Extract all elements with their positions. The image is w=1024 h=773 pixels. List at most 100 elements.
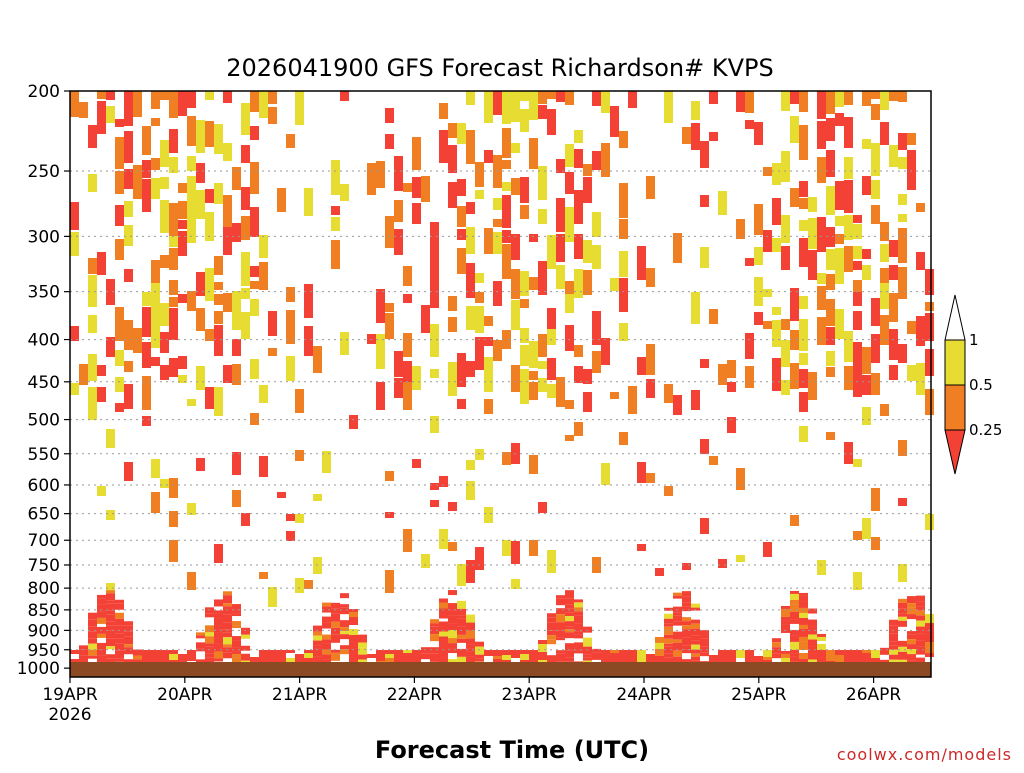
ri-cell <box>475 654 484 659</box>
legend-bin-low <box>944 429 966 475</box>
ri-cell <box>844 246 853 272</box>
ri-cell <box>322 606 331 613</box>
ri-cell <box>232 651 241 655</box>
ri-cell <box>214 618 223 626</box>
ri-cell <box>673 642 682 651</box>
ri-cell <box>826 91 835 114</box>
ri-cell <box>871 658 880 661</box>
ri-cell <box>304 188 313 216</box>
ri-cell <box>205 657 214 665</box>
ri-cell <box>889 265 898 280</box>
ri-cell <box>781 624 790 633</box>
ri-cell <box>214 625 223 630</box>
ri-cell <box>682 591 691 597</box>
ri-cell <box>880 404 889 416</box>
ri-cell <box>574 650 583 654</box>
ri-cell <box>268 348 277 356</box>
ri-cell <box>160 303 169 326</box>
ri-cell <box>889 625 898 634</box>
ri-cell <box>475 646 484 655</box>
ri-cell <box>448 603 457 611</box>
ri-cell <box>214 183 223 204</box>
ri-cell <box>241 627 250 635</box>
ri-cell <box>727 382 736 392</box>
ri-cell <box>475 306 484 333</box>
ri-cell <box>565 281 574 294</box>
ri-cell <box>232 636 241 641</box>
ri-cell <box>358 647 367 655</box>
ri-cell <box>889 293 898 322</box>
ri-cell <box>178 220 187 229</box>
ri-cell <box>295 450 304 461</box>
ri-cell <box>574 611 583 616</box>
ri-cell <box>88 626 97 632</box>
ri-cell <box>556 198 565 232</box>
ri-cell <box>331 613 340 622</box>
ri-cell <box>673 612 682 616</box>
ri-cell <box>709 132 718 141</box>
ri-cell <box>448 623 457 631</box>
ri-cell <box>133 328 142 353</box>
ri-cell <box>151 283 160 316</box>
ri-cell <box>691 640 700 645</box>
ri-cell <box>772 358 781 391</box>
ri-cell <box>439 598 448 603</box>
ri-cell <box>844 442 853 464</box>
ri-cell <box>529 277 538 290</box>
ri-cell <box>889 641 898 646</box>
ri-cell <box>178 356 187 369</box>
ri-cell <box>412 137 421 170</box>
ri-cell <box>88 638 97 644</box>
ri-cell <box>691 628 700 636</box>
ri-cell <box>556 91 565 102</box>
plot-frame <box>69 90 932 678</box>
ri-cell <box>898 194 907 205</box>
ri-cell <box>178 375 187 383</box>
ri-cell <box>691 644 700 650</box>
ri-cell <box>889 649 898 655</box>
ri-cell <box>556 650 565 654</box>
ri-cell <box>322 643 331 650</box>
ri-cell <box>169 308 178 340</box>
ri-cell <box>556 614 565 623</box>
ri-cell <box>115 638 124 644</box>
ri-cell <box>817 649 826 658</box>
ri-cell <box>808 646 817 654</box>
ri-cell <box>664 638 673 644</box>
ri-cell <box>448 317 457 332</box>
ri-cell <box>727 650 736 656</box>
ri-cell <box>592 351 601 373</box>
ri-cell <box>736 219 745 239</box>
ri-cell <box>772 642 781 648</box>
ri-cell <box>826 367 835 377</box>
ri-cell <box>151 492 160 513</box>
ri-cell <box>862 407 871 425</box>
ri-cell <box>169 157 178 173</box>
ri-cell <box>232 452 241 475</box>
ri-cell <box>889 619 898 626</box>
ri-cell <box>142 160 151 178</box>
ri-cell <box>691 619 700 624</box>
ri-cell <box>241 513 250 526</box>
ri-cell <box>340 91 349 101</box>
ri-cell <box>889 145 898 167</box>
ri-cell <box>601 655 610 663</box>
ri-cell <box>871 488 880 511</box>
ri-cell <box>889 91 898 101</box>
y-tick-label: 900 <box>28 621 60 641</box>
ri-cell <box>691 653 700 657</box>
ri-cell <box>898 91 907 102</box>
ri-cell <box>790 116 799 143</box>
ri-cell <box>349 612 358 618</box>
ri-cell <box>898 646 907 652</box>
ri-cell <box>907 649 916 655</box>
ri-cell <box>565 590 574 599</box>
ri-cell <box>97 611 106 618</box>
ri-cell <box>610 650 619 653</box>
ri-cell <box>529 382 538 400</box>
ri-cell <box>718 650 727 657</box>
ri-cell <box>214 311 223 324</box>
ri-cell <box>232 647 241 652</box>
ri-cell <box>844 331 853 362</box>
ri-cell <box>745 120 754 129</box>
